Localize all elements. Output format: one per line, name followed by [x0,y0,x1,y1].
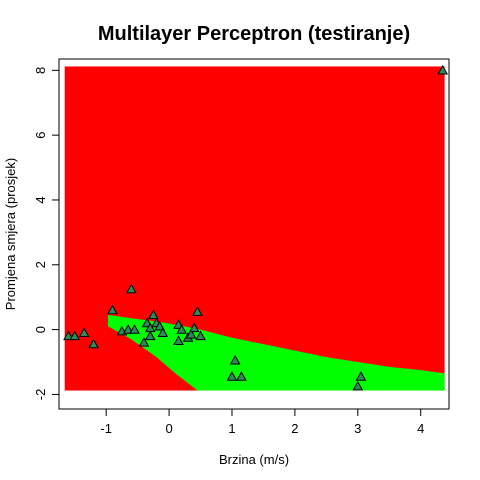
y-tick-label: -2 [33,389,48,401]
red-class-region [64,66,445,391]
x-tick-label: 4 [417,421,424,436]
decision-regions [64,66,445,391]
data-point [188,322,200,333]
data-point [148,309,159,320]
data-point [226,371,238,381]
data-point [185,328,197,339]
data-point [88,338,99,349]
data-point [192,306,203,316]
data-point [125,283,137,294]
data-point [154,320,165,331]
y-tick-label: 2 [33,261,48,268]
data-point [129,324,140,334]
x-tick-label: 0 [165,421,172,436]
y-axis: -2 0 2 4 6 8 [33,67,60,401]
data-points [63,64,449,391]
data-point [63,330,74,341]
x-axis: -1 0 1 2 3 4 [100,408,424,436]
chart-title: Multilayer Perceptron (testiranje) [98,23,410,45]
y-axis-label: Promjena smjera (prosjek) [3,158,18,310]
y-tick-label: 6 [33,132,48,139]
data-point [236,371,247,381]
data-point [176,324,188,334]
x-tick-label: 1 [228,421,235,436]
data-point [144,322,156,333]
data-point [157,327,169,337]
y-tick-label: 4 [33,196,48,203]
data-point [352,380,364,391]
data-point [69,330,81,341]
x-tick-label: -1 [100,421,112,436]
y-tick-label: 0 [33,326,48,333]
data-point [144,330,156,341]
data-point [138,337,150,347]
data-point [437,64,449,75]
data-point [78,327,90,337]
data-point [173,335,184,346]
x-tick-label: 3 [354,421,361,436]
data-point [122,324,134,334]
y-tick-label: 8 [33,67,48,74]
data-point [229,354,241,365]
data-point [195,330,206,341]
data-point [355,371,367,381]
data-point [107,304,118,315]
x-axis-label: Brzina (m/s) [219,452,289,467]
x-tick-label: 2 [291,421,298,436]
